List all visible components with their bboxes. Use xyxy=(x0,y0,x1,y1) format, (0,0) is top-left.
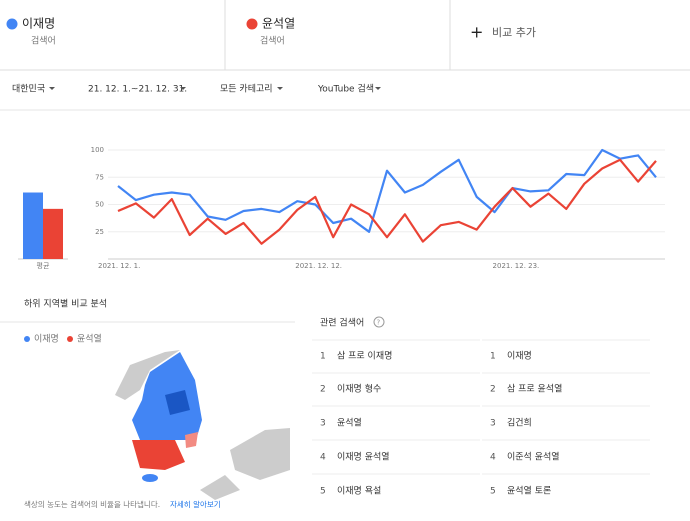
related-query[interactable]: 이재명 형수 xyxy=(337,384,381,395)
map-region xyxy=(200,475,240,500)
map-region xyxy=(142,474,158,482)
related-query[interactable]: 이재명 xyxy=(507,351,532,362)
section-title: 하위 지역별 비교 분석 xyxy=(24,299,107,310)
dropdown-arrow xyxy=(277,87,283,90)
help-icon[interactable] xyxy=(373,316,385,328)
x-tick-label: 2021. 12. 1. xyxy=(98,262,140,270)
map-region xyxy=(165,390,190,415)
rank: 4 xyxy=(490,453,496,463)
related-query[interactable]: 삼 프로 윤석열 xyxy=(507,384,562,395)
rank: 5 xyxy=(320,487,326,497)
term-dot xyxy=(6,18,18,30)
map xyxy=(115,350,290,500)
related-query[interactable]: 이재명 욕설 xyxy=(337,486,381,497)
legend-label: 이재명 xyxy=(34,334,59,345)
rank: 3 xyxy=(320,419,326,429)
rank: 1 xyxy=(320,352,326,362)
help-icon[interactable]: ? xyxy=(377,319,381,327)
y-tick-label: 25 xyxy=(95,228,104,236)
related-query[interactable]: 삼 프로 이재명 xyxy=(337,351,392,362)
filter[interactable]: 21. 12. 1.~21. 12. 31. xyxy=(88,85,187,95)
legend-label: 윤석열 xyxy=(77,334,102,345)
term-name[interactable]: 윤석열 xyxy=(262,17,295,31)
rank: 4 xyxy=(320,453,326,463)
dropdown-arrow xyxy=(180,87,186,90)
legend-dot xyxy=(67,336,73,342)
related-list: 1 삼 프로 이재명 2 이재명 형수 3 윤석열 4 이재명 윤석열 5 이재명 욕설 1 이재명 2… xyxy=(312,339,650,497)
map-region xyxy=(115,350,180,400)
term-dot xyxy=(246,18,258,30)
learn-more-link[interactable]: 자세히 알아보기 xyxy=(170,499,221,509)
plus-icon[interactable]: + xyxy=(470,23,483,42)
average-bar xyxy=(23,192,43,259)
related-query[interactable]: 윤석열 xyxy=(337,418,362,429)
filter[interactable]: 모든 카테고리 xyxy=(220,84,273,95)
legend-dot xyxy=(24,336,30,342)
average-label: 평균 xyxy=(37,261,50,270)
dropdown-arrow xyxy=(49,87,55,90)
map-region xyxy=(132,440,185,470)
term-name[interactable]: 이재명 xyxy=(22,17,55,31)
dropdown-arrow xyxy=(375,87,381,90)
section-title: 관련 검색어 xyxy=(320,317,364,329)
rank: 1 xyxy=(490,352,496,362)
y-tick-label: 75 xyxy=(95,173,104,181)
rank: 2 xyxy=(490,385,496,395)
map-region xyxy=(230,428,290,480)
series-line xyxy=(117,158,657,245)
x-tick-label: 2021. 12. 23. xyxy=(493,262,540,270)
filter[interactable]: YouTube 검색 xyxy=(317,83,374,95)
rank: 3 xyxy=(490,419,496,429)
line-chart: 25 50 75 100 2021. 12. 1. 2021. 12. 12. 2021. … xyxy=(18,146,665,270)
series-line xyxy=(117,148,657,233)
related-query[interactable]: 김건희 xyxy=(507,417,532,429)
related-query[interactable]: 이재명 윤석열 xyxy=(337,452,390,463)
term-label: 검색어 xyxy=(31,35,56,47)
x-tick-label: 2021. 12. 12. xyxy=(295,262,342,270)
average-bar xyxy=(43,208,63,259)
related-query[interactable]: 윤석열 토론 xyxy=(507,486,551,497)
map-region xyxy=(185,432,198,448)
filter[interactable]: 대한민국 xyxy=(12,84,45,95)
footnote: 색상의 농도는 검색어의 비율을 나타냅니다. xyxy=(24,499,160,509)
rank: 2 xyxy=(320,385,326,395)
term-label: 검색어 xyxy=(260,35,285,47)
add-compare[interactable]: 비교 추가 xyxy=(492,26,536,39)
rank: 5 xyxy=(490,487,496,497)
y-tick-label: 100 xyxy=(91,146,104,154)
related-query[interactable]: 이준석 윤석열 xyxy=(507,452,560,463)
y-tick-label: 50 xyxy=(95,201,104,209)
